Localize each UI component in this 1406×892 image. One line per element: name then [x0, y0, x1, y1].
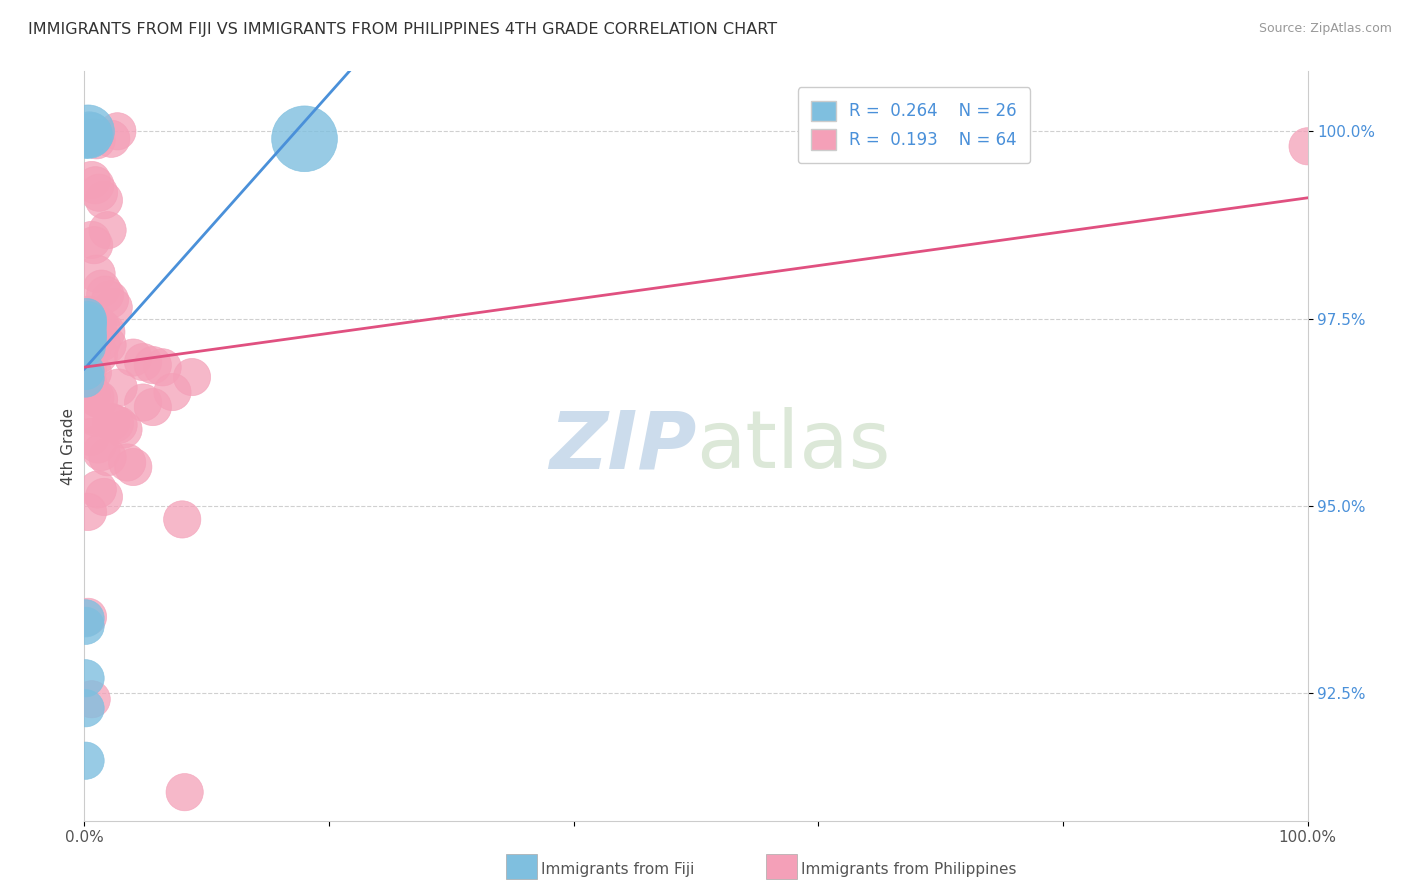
- Point: [97, 450, 120, 465]
- Point: [75, 132, 97, 146]
- Point: [80, 343, 103, 357]
- Point: [162, 385, 184, 400]
- Point: [77, 128, 100, 142]
- Point: [77, 308, 100, 322]
- Point: [80, 692, 103, 706]
- Point: [83, 238, 105, 252]
- Text: atlas: atlas: [696, 407, 890, 485]
- Point: [76, 340, 98, 354]
- Point: [173, 785, 195, 799]
- Point: [97, 223, 120, 237]
- Point: [80, 126, 103, 140]
- Point: [82, 366, 104, 380]
- Point: [75, 754, 97, 768]
- Point: [80, 388, 103, 402]
- Point: [76, 325, 98, 339]
- Point: [115, 455, 138, 469]
- Point: [90, 282, 112, 296]
- Point: [77, 124, 100, 138]
- Text: ZIP: ZIP: [548, 407, 696, 485]
- Point: [77, 376, 100, 390]
- Point: [79, 311, 101, 326]
- Point: [104, 417, 127, 431]
- Point: [75, 364, 97, 378]
- Point: [98, 293, 121, 307]
- Point: [100, 132, 122, 146]
- Point: [87, 392, 110, 407]
- Point: [77, 318, 100, 332]
- Point: [107, 380, 129, 394]
- Point: [84, 333, 107, 347]
- Point: [87, 483, 110, 497]
- Point: [87, 318, 110, 332]
- Point: [112, 423, 135, 437]
- Point: [86, 267, 108, 281]
- Point: [79, 330, 101, 344]
- Point: [142, 400, 165, 414]
- Legend: R =  0.264    N = 26, R =  0.193    N = 64: R = 0.264 N = 26, R = 0.193 N = 64: [797, 87, 1031, 163]
- Text: Immigrants from Fiji: Immigrants from Fiji: [541, 863, 695, 877]
- Point: [77, 505, 100, 519]
- Y-axis label: 4th Grade: 4th Grade: [60, 408, 76, 484]
- Point: [75, 371, 97, 385]
- Point: [122, 351, 145, 365]
- Point: [83, 130, 105, 145]
- Point: [83, 315, 105, 329]
- Point: [77, 362, 100, 376]
- Point: [77, 313, 100, 327]
- Point: [75, 671, 97, 685]
- Point: [172, 512, 194, 526]
- Point: [76, 310, 98, 325]
- Point: [87, 437, 110, 451]
- Point: [84, 410, 107, 425]
- Point: [107, 417, 129, 432]
- Point: [77, 610, 100, 624]
- Text: Immigrants from Philippines: Immigrants from Philippines: [801, 863, 1017, 877]
- Point: [79, 430, 101, 444]
- Point: [1296, 139, 1319, 153]
- Point: [103, 301, 125, 315]
- Point: [75, 611, 97, 625]
- Point: [80, 233, 103, 247]
- Point: [90, 445, 112, 459]
- Point: [100, 415, 122, 429]
- Point: [93, 490, 115, 504]
- Point: [93, 193, 115, 207]
- Point: [152, 360, 174, 375]
- Point: [122, 460, 145, 475]
- Point: [80, 173, 103, 187]
- Point: [97, 338, 120, 352]
- Point: [77, 326, 100, 341]
- Text: IMMIGRANTS FROM FIJI VS IMMIGRANTS FROM PHILIPPINES 4TH GRADE CORRELATION CHART: IMMIGRANTS FROM FIJI VS IMMIGRANTS FROM …: [28, 22, 778, 37]
- Point: [76, 315, 98, 329]
- Point: [77, 333, 100, 347]
- Point: [76, 335, 98, 350]
- Point: [142, 358, 165, 372]
- Point: [294, 132, 316, 146]
- Point: [94, 287, 117, 301]
- Point: [84, 178, 107, 193]
- Point: [76, 132, 98, 146]
- Point: [76, 320, 98, 334]
- Point: [132, 355, 155, 369]
- Point: [76, 323, 98, 337]
- Point: [105, 124, 128, 138]
- Point: [87, 186, 110, 200]
- Point: [77, 340, 100, 354]
- Point: [75, 701, 97, 715]
- Point: [84, 390, 107, 404]
- Text: Source: ZipAtlas.com: Source: ZipAtlas.com: [1258, 22, 1392, 36]
- Point: [86, 133, 108, 147]
- Point: [80, 408, 103, 422]
- Point: [96, 325, 118, 339]
- Point: [132, 395, 155, 409]
- Point: [90, 320, 112, 334]
- Point: [90, 335, 112, 350]
- Point: [87, 348, 110, 362]
- Point: [75, 619, 97, 633]
- Point: [76, 330, 98, 344]
- Point: [181, 370, 204, 384]
- Point: [75, 338, 97, 352]
